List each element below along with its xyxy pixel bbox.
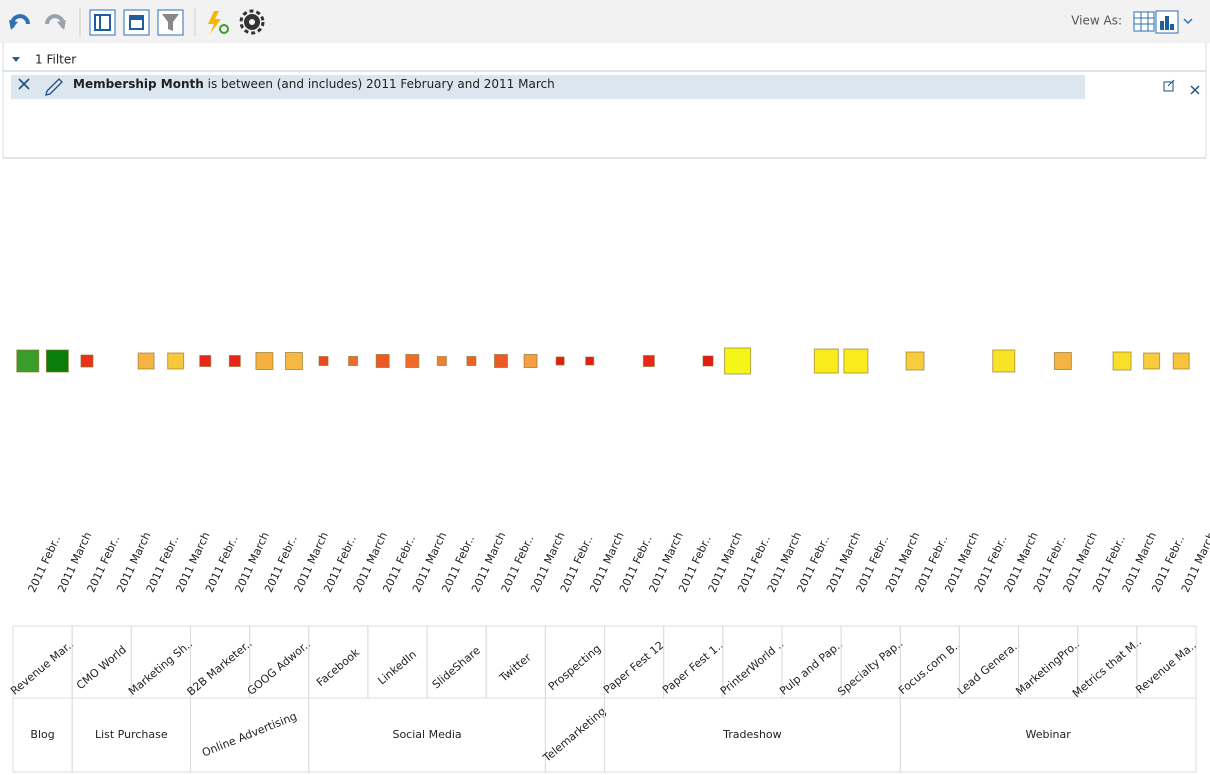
group-label: Blog	[30, 728, 54, 741]
heat-cell	[585, 356, 595, 366]
item-label: GOOG Adwor..	[245, 637, 313, 697]
item-label: Prospecting	[546, 642, 604, 693]
item-label: Focus.com B..	[896, 638, 963, 697]
heat-cell	[405, 354, 420, 368]
heat-cell	[348, 356, 359, 366]
heat-cell	[16, 349, 40, 373]
filter-count: 1 Filter	[35, 53, 76, 67]
table-view-button[interactable]	[1133, 11, 1155, 32]
settings-button[interactable]	[239, 9, 265, 35]
heat-cell	[905, 351, 925, 371]
heat-cell	[724, 347, 752, 375]
item-label: SlideShare	[430, 644, 483, 692]
heat-cell	[167, 352, 185, 370]
filter-button[interactable]	[157, 9, 184, 36]
heat-cell	[199, 355, 212, 367]
heat-cell	[523, 354, 538, 368]
edit-filter[interactable]	[45, 78, 63, 96]
popout-button[interactable]	[1163, 79, 1175, 92]
group-label: Online Advertising	[200, 710, 299, 760]
heat-cell	[80, 354, 94, 368]
filter-row	[11, 75, 1085, 99]
heat-cell	[1172, 352, 1190, 370]
chart-view-button[interactable]	[1155, 10, 1193, 34]
item-label: PrinterWorld ..	[718, 637, 787, 697]
filter-field: Membership Month	[73, 77, 204, 91]
item-label: Paper Fest 12	[601, 639, 667, 697]
group-label: Tradeshow	[722, 728, 782, 741]
item-label: Lead Genera..	[955, 638, 1023, 698]
heat-cell	[436, 356, 447, 366]
heat-cell	[642, 355, 655, 367]
heat-cell	[228, 355, 241, 367]
undo-button[interactable]	[9, 14, 30, 30]
heat-cell	[702, 355, 714, 367]
heat-cell	[284, 352, 303, 370]
heat-cell	[255, 352, 274, 370]
item-label: Facebook	[314, 646, 362, 690]
close-panel[interactable]	[1190, 85, 1200, 95]
heat-cell	[1112, 351, 1132, 371]
heat-cell	[45, 349, 69, 373]
redo-button[interactable]	[45, 14, 66, 30]
item-label: Revenue Ma..	[1133, 639, 1199, 697]
filter-text: Membership Month is between (and include…	[73, 77, 555, 91]
heat-cell	[375, 354, 390, 368]
item-label: Specialty Pap..	[835, 637, 905, 699]
group-label: List Purchase	[95, 728, 168, 741]
item-label: B2B Marketer..	[185, 637, 255, 699]
refresh-button[interactable]	[208, 11, 229, 34]
heat-cell	[493, 354, 508, 368]
collapse-toggle[interactable]	[12, 57, 20, 62]
heat-cell	[813, 348, 839, 374]
heat-cell	[1053, 352, 1072, 370]
item-label: CMO World	[74, 643, 129, 692]
item-label: Revenue Mar..	[8, 638, 76, 698]
heat-cell	[137, 352, 155, 370]
item-label: Paper Fest 1..	[660, 639, 726, 697]
heat-cell	[466, 356, 477, 366]
heat-cell	[318, 356, 329, 366]
heat-cell	[843, 348, 869, 374]
item-label: Metrics that M..	[1070, 635, 1144, 700]
group-cell	[899, 697, 1197, 773]
item-label: LinkedIn	[375, 648, 419, 688]
group-label: Social Media	[392, 728, 461, 741]
heat-cell	[992, 349, 1016, 373]
header-button[interactable]	[123, 9, 150, 36]
filter-condition: is between (and includes) 2011 February …	[208, 77, 555, 91]
layout-button[interactable]	[89, 9, 116, 36]
remove-filter[interactable]	[18, 78, 30, 90]
toolbar	[0, 0, 1210, 43]
heat-cell	[1143, 352, 1161, 370]
group-label: Telemarketing	[540, 705, 608, 765]
view-as-label: View As:	[1071, 14, 1122, 28]
item-label: Twitter	[496, 650, 534, 685]
heat-cell	[555, 356, 565, 366]
group-label: Webinar	[1025, 728, 1071, 741]
